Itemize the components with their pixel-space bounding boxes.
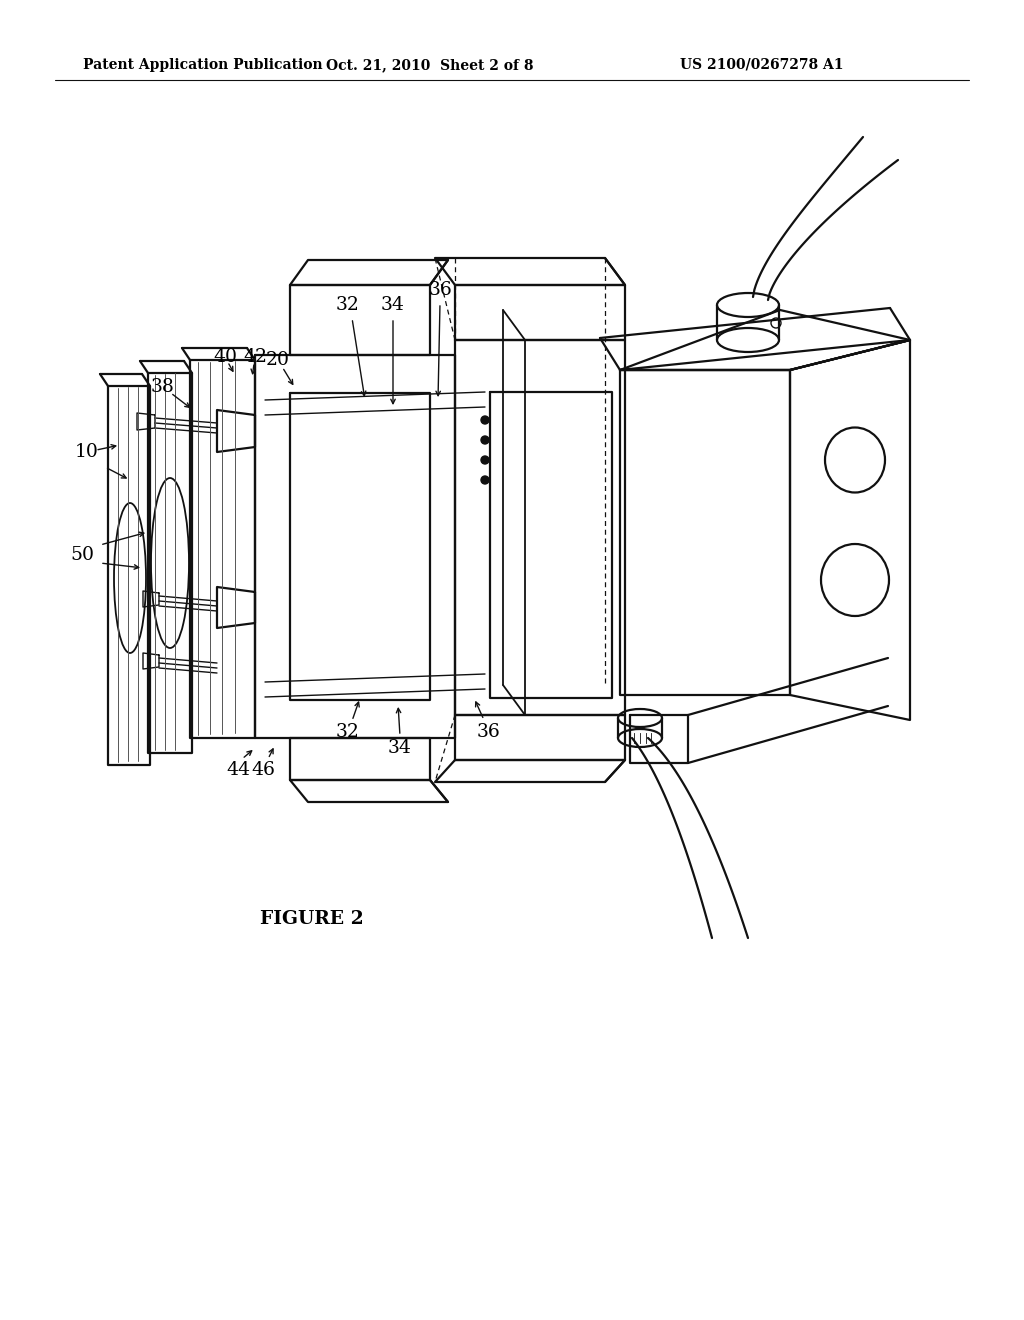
Text: 10: 10	[75, 444, 99, 461]
Text: 50: 50	[70, 546, 94, 564]
Text: 32: 32	[336, 723, 360, 741]
Circle shape	[481, 477, 489, 484]
Text: 34: 34	[388, 739, 412, 756]
Text: 20: 20	[266, 351, 290, 370]
Text: 40: 40	[213, 348, 237, 366]
Text: 44: 44	[226, 762, 250, 779]
Text: US 2100/0267278 A1: US 2100/0267278 A1	[680, 58, 844, 73]
Circle shape	[481, 416, 489, 424]
Circle shape	[481, 436, 489, 444]
Text: 38: 38	[152, 378, 175, 396]
Text: 36: 36	[428, 281, 452, 300]
Text: 36: 36	[476, 723, 500, 741]
Text: 46: 46	[251, 762, 274, 779]
Text: FIGURE 2: FIGURE 2	[260, 909, 364, 928]
Text: Patent Application Publication: Patent Application Publication	[83, 58, 323, 73]
Text: 34: 34	[381, 296, 404, 314]
Text: Oct. 21, 2010  Sheet 2 of 8: Oct. 21, 2010 Sheet 2 of 8	[327, 58, 534, 73]
Circle shape	[481, 455, 489, 465]
Text: 32: 32	[336, 296, 360, 314]
Text: 42: 42	[243, 348, 267, 366]
